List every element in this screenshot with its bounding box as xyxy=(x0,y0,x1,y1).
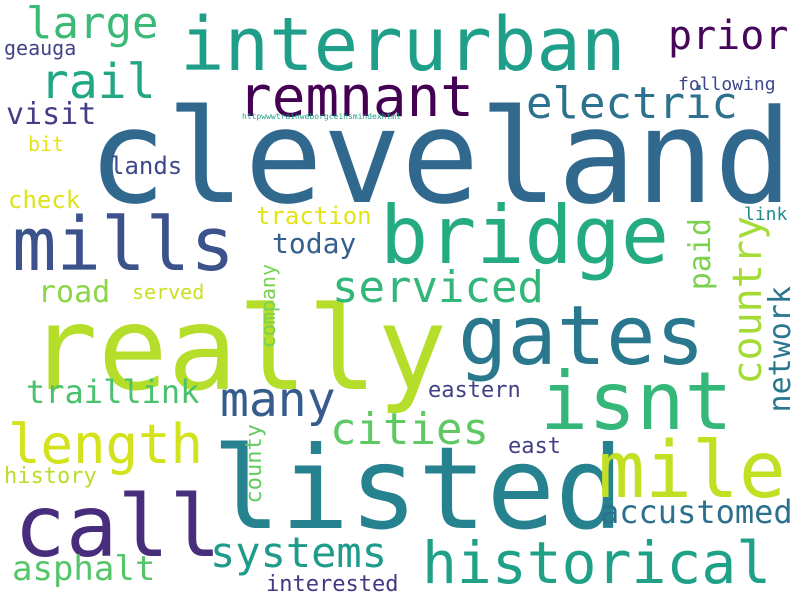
word-bridge: bridge xyxy=(380,189,669,282)
word-mills: mills xyxy=(12,202,235,288)
word-check: check xyxy=(8,186,81,214)
word-visit: visit xyxy=(6,97,97,132)
word-listed: listed xyxy=(212,422,624,555)
word-served: served xyxy=(132,280,205,304)
word-cleveland: cleveland xyxy=(88,81,793,233)
word-historical: historical xyxy=(422,529,772,597)
word-call: call xyxy=(14,477,222,577)
word-company: company xyxy=(256,264,280,349)
word-interurban: interurban xyxy=(180,2,626,88)
word-many: many xyxy=(220,372,336,428)
word-traillink: traillink xyxy=(26,373,200,411)
word-electric: electric xyxy=(526,78,738,129)
word-road: road xyxy=(38,275,111,310)
word-eastern: eastern xyxy=(428,378,521,403)
word-accustomed: accustomed xyxy=(600,493,793,531)
word-asphalt: asphalt xyxy=(12,549,156,589)
word-bit: bit xyxy=(28,132,65,156)
word-county: county xyxy=(242,424,267,504)
word-traction: traction xyxy=(256,202,372,230)
word-really: really xyxy=(28,282,448,417)
word-gates: gates xyxy=(458,289,705,384)
word-url: httpwwwtrainweborgceihsmindexhtml xyxy=(242,112,401,121)
word-isnt: isnt xyxy=(540,355,733,448)
word-today: today xyxy=(272,227,357,260)
word-mile: mile xyxy=(598,426,786,516)
word-network: network xyxy=(763,286,798,413)
word-country: country xyxy=(725,216,771,385)
word-cities: cities xyxy=(330,404,489,455)
word-systems: systems xyxy=(210,528,388,577)
word-east: east xyxy=(508,434,561,459)
word-interested: interested xyxy=(266,572,399,597)
word-prior: prior xyxy=(668,13,789,59)
word-paid: paid xyxy=(683,218,718,291)
word-geauga: geauga xyxy=(4,36,77,60)
word-rail: rail xyxy=(40,54,156,110)
word-link: link xyxy=(744,204,788,225)
word-history: history xyxy=(4,464,97,489)
word-length: length xyxy=(8,413,204,476)
word-large: large xyxy=(26,0,159,49)
word-remnant: remnant xyxy=(238,65,475,130)
word-lands: lands xyxy=(110,152,183,180)
word-serviced: serviced xyxy=(332,262,544,313)
word-following: following xyxy=(678,74,776,95)
